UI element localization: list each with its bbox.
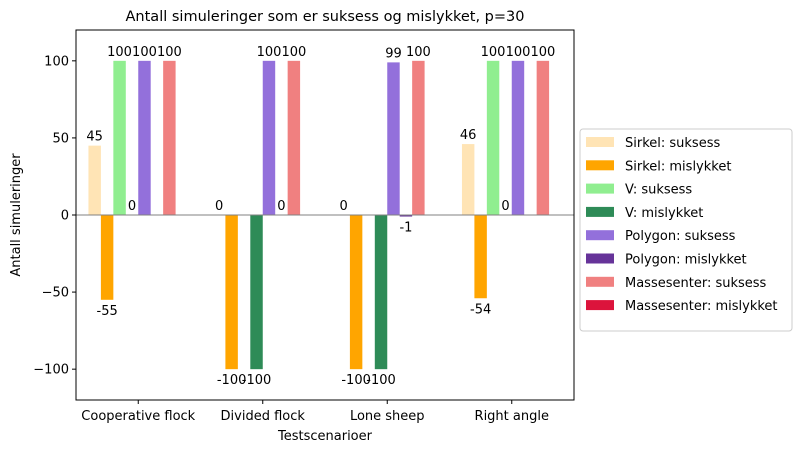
legend-swatch: [586, 206, 614, 217]
bar-value-label: 99: [385, 46, 402, 61]
bar-value-label: 100: [506, 45, 531, 60]
y-tick-label: −100: [33, 363, 69, 378]
legend-label: V: suksess: [625, 183, 692, 198]
y-tick-label: −50: [42, 286, 69, 301]
legend-label: Polygon: mislykket: [625, 253, 747, 268]
legend-swatch: [586, 137, 614, 147]
bar-value-label: -55: [97, 304, 118, 319]
legend-label: Polygon: suksess: [625, 229, 736, 244]
x-axis-label: Testscenarioer: [277, 429, 373, 444]
bar-value-label: -100: [366, 373, 396, 388]
bar-0-0: [88, 145, 101, 216]
bar-value-label: 0: [277, 199, 285, 214]
bar-2-0: [113, 60, 126, 215]
bar-value-label: 100: [530, 45, 555, 60]
bar-value-label: 100: [406, 45, 431, 60]
bar-4-2: [387, 62, 400, 216]
y-axis: −100 −50 0 50 100: [33, 54, 76, 378]
bar-value-label: 100: [257, 45, 282, 60]
bar-value-label: 0: [501, 199, 509, 214]
bar-value-label: 100: [481, 45, 506, 60]
bars-group: [88, 60, 550, 370]
legend-label: V: mislykket: [625, 206, 703, 221]
legend-label: Sirkel: suksess: [625, 136, 720, 151]
legend-swatch: [586, 253, 614, 264]
bar-value-label: 100: [157, 45, 182, 60]
bar-value-label: 0: [340, 199, 348, 214]
bar-3-1: [250, 215, 263, 370]
bar-value-label: 100: [107, 45, 132, 60]
bar-1-0: [100, 215, 114, 300]
legend-label: Massesenter: suksess: [625, 276, 767, 291]
bar-value-label: -100: [242, 373, 272, 388]
legend-box: [579, 128, 793, 332]
bar-value-label: 46: [460, 128, 477, 143]
bar-value-label: 100: [281, 45, 306, 60]
y-axis-label: Antall simuleringer: [9, 153, 24, 277]
bar-4-3: [511, 60, 525, 215]
bar-6-3: [536, 60, 550, 215]
bar-value-label: -100: [217, 373, 247, 388]
bar-1-2: [349, 215, 363, 370]
x-tick-label: Divided flock: [221, 409, 306, 424]
x-tick-label: Right angle: [475, 409, 549, 424]
bar-0-3: [461, 144, 475, 215]
bar-5-2: [399, 215, 413, 217]
bar-value-label: -100: [341, 373, 371, 388]
bar-2-3: [486, 60, 500, 215]
bar-1-1: [225, 215, 238, 370]
bar-6-2: [412, 60, 425, 215]
bar-value-label: 45: [86, 130, 103, 145]
bar-value-label: -54: [470, 302, 491, 317]
bar-value-label: 0: [215, 199, 223, 214]
bar-3-2: [374, 215, 388, 370]
bar-6-0: [163, 60, 176, 215]
x-tick-label: Lone sheep: [350, 409, 425, 424]
legend-swatch: [586, 230, 614, 241]
bar-1-3: [474, 215, 487, 299]
legend-swatch: [586, 300, 614, 311]
x-tick-label: Cooperative flock: [81, 409, 195, 424]
chart-title: Antall simuleringer som er suksess og mi…: [126, 9, 525, 25]
bar-6-1: [287, 60, 301, 215]
y-tick-label: 0: [61, 209, 69, 224]
bar-value-label: 100: [132, 45, 157, 60]
legend-swatch: [586, 160, 614, 171]
x-axis: Cooperative flock Divided flock Lone sheep…: [81, 400, 549, 424]
legend: Sirkel: suksess Sirkel: mislykket V: sukse…: [579, 128, 793, 332]
legend-label: Massesenter: mislykket: [625, 299, 778, 314]
bar-value-label: -1: [399, 221, 412, 236]
bar-4-1: [262, 60, 276, 215]
y-tick-label: 50: [52, 131, 69, 146]
legend-swatch: [586, 183, 614, 194]
bar-value-label: 0: [128, 199, 136, 214]
y-tick-label: 100: [44, 54, 69, 69]
legend-swatch: [586, 276, 614, 287]
bar-4-0: [138, 60, 151, 215]
legend-label: Sirkel: mislykket: [625, 159, 731, 174]
